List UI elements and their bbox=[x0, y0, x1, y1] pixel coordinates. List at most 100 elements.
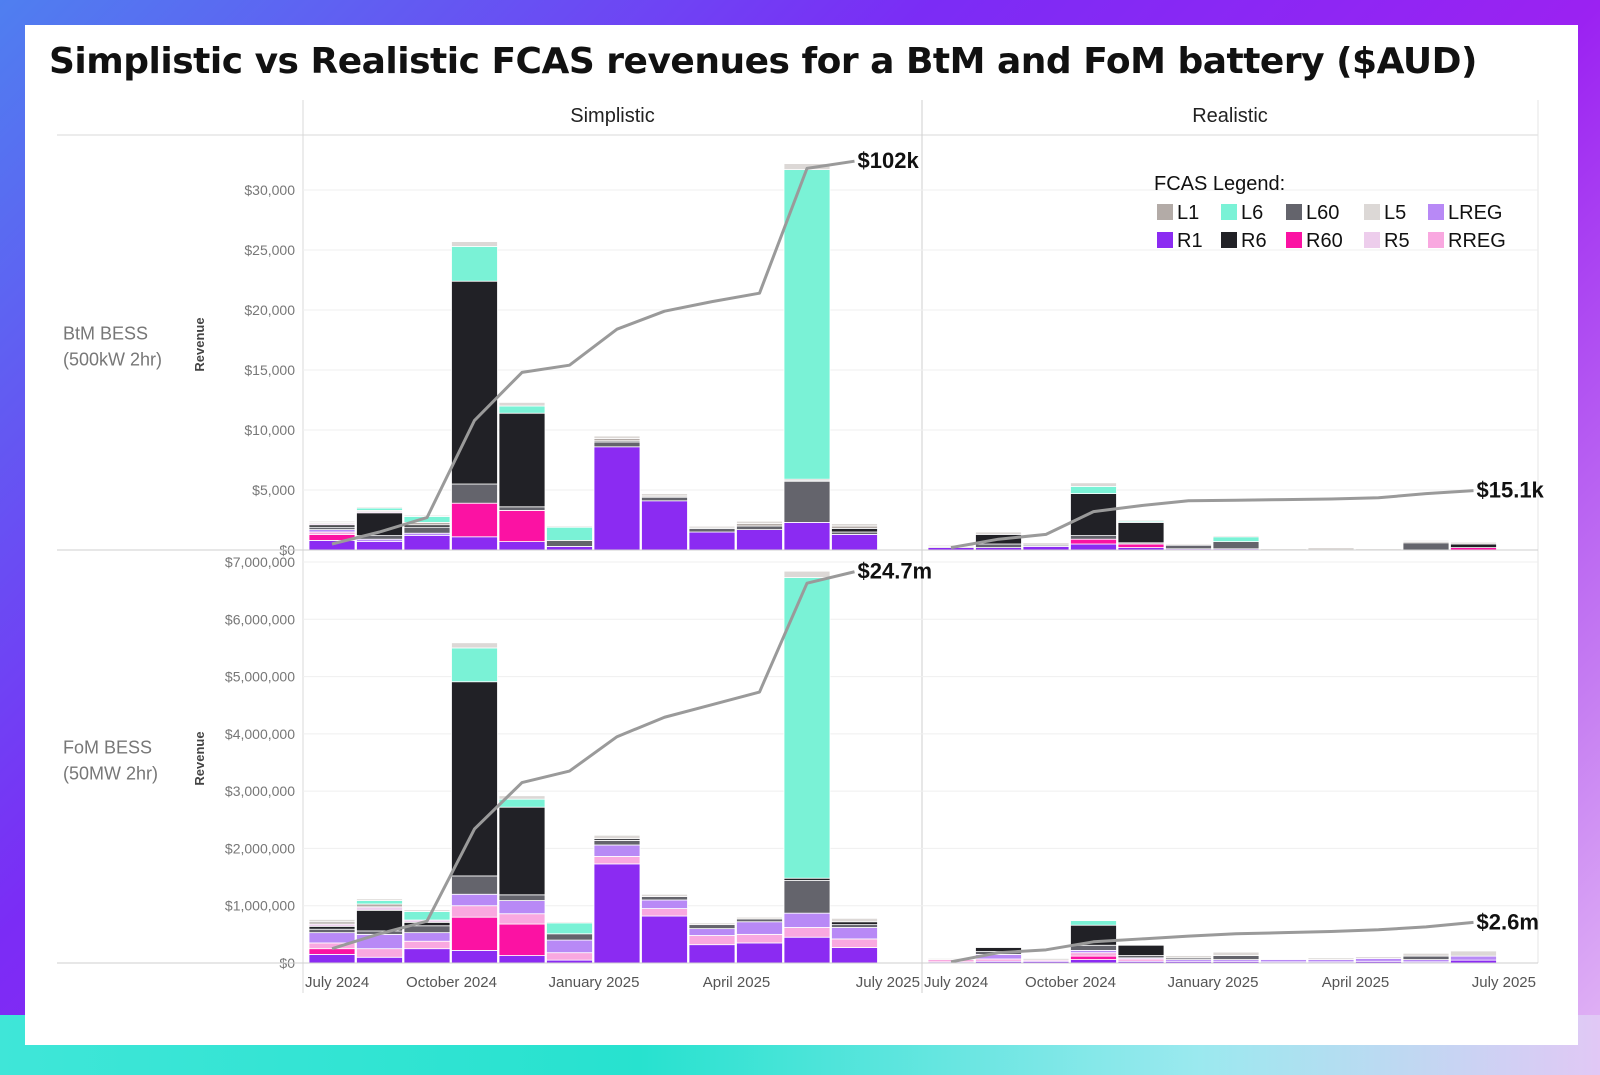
bar-segment-lreg bbox=[736, 921, 783, 935]
bar-segment-r1 bbox=[356, 956, 403, 964]
row-label-sub: (50MW 2hr) bbox=[63, 764, 158, 784]
bar-segment-l6 bbox=[1070, 920, 1117, 926]
bar-segment-lreg bbox=[641, 899, 688, 909]
bar-segment-l5 bbox=[593, 834, 641, 840]
bar-segment-r6 bbox=[498, 412, 546, 508]
cumulative-revenue-line bbox=[331, 570, 855, 951]
bar-segment-rreg bbox=[783, 927, 831, 938]
y-tick-label: $15,000 bbox=[244, 362, 295, 378]
bar-segment-rreg bbox=[736, 933, 783, 944]
bar-segment-r1 bbox=[451, 949, 498, 964]
bar-segment-rreg bbox=[451, 905, 498, 918]
bar-segment-l5 bbox=[1165, 543, 1212, 546]
legend-label-l60: L60 bbox=[1306, 202, 1339, 224]
bar-segment-l60 bbox=[546, 540, 593, 547]
row-label-sub: (500kW 2hr) bbox=[63, 350, 162, 370]
bar-segment-l60 bbox=[783, 880, 831, 914]
legend-swatch-rreg bbox=[1428, 232, 1444, 248]
bar-segment-r6 bbox=[498, 806, 546, 896]
bar-segment-l5 bbox=[641, 893, 688, 897]
bar-segment-lreg bbox=[498, 900, 546, 915]
bar-segment-r1 bbox=[451, 536, 498, 551]
y-tick-label: $3,000,000 bbox=[225, 783, 295, 799]
y-tick-label: $10,000 bbox=[244, 422, 295, 438]
y-tick-label: $30,000 bbox=[244, 182, 295, 198]
bar-segment-l60 bbox=[1212, 541, 1260, 550]
bar-segment-lreg bbox=[1355, 958, 1402, 962]
bar-segment-r1 bbox=[593, 863, 641, 964]
bar-segment-l5 bbox=[1165, 955, 1212, 959]
bar-segment-l6 bbox=[356, 900, 403, 905]
bar-segment-r6 bbox=[356, 909, 403, 932]
bar-segment-r60 bbox=[498, 923, 546, 956]
bar-segment-l60 bbox=[783, 481, 831, 523]
y-tick-label: $2,000,000 bbox=[225, 840, 295, 856]
bar-segment-r60 bbox=[1070, 538, 1117, 545]
legend-swatch-l60 bbox=[1286, 204, 1302, 220]
bar-segment-l5 bbox=[831, 917, 878, 923]
bar-segment-l5 bbox=[403, 909, 451, 912]
bar-segment-l5 bbox=[736, 916, 783, 920]
legend-label-l6: L6 bbox=[1241, 202, 1263, 224]
bar-segment-l5 bbox=[546, 525, 593, 528]
chart-card: Simplistic vs Realistic FCAS revenues fo… bbox=[25, 25, 1578, 1045]
bar-segment-lreg bbox=[831, 927, 878, 940]
y-tick-label: $7,000,000 bbox=[225, 554, 295, 570]
bar-segment-r1 bbox=[498, 955, 546, 964]
bar-segment-l5 bbox=[783, 570, 831, 578]
bar-segment-l5 bbox=[927, 958, 975, 960]
bar-segment-r6 bbox=[451, 681, 498, 877]
bar-segment-r6 bbox=[1450, 543, 1497, 548]
bar-segment-l5 bbox=[356, 506, 403, 509]
total-label: $2.6m bbox=[1477, 909, 1539, 934]
legend-title: FCAS Legend: bbox=[1154, 173, 1285, 195]
y-axis-title: Revenue bbox=[192, 731, 207, 785]
bar-segment-r5 bbox=[356, 906, 403, 911]
legend-label-l5: L5 bbox=[1384, 202, 1406, 224]
bar-segment-r1 bbox=[546, 546, 593, 551]
bar-segment-l60 bbox=[736, 525, 783, 530]
legend-label-l1: L1 bbox=[1177, 202, 1199, 224]
legend-swatch-l1 bbox=[1157, 204, 1173, 220]
bar-segment-l5 bbox=[975, 531, 1022, 535]
bar-segment-l60 bbox=[546, 933, 593, 941]
bar-segment-lreg bbox=[403, 932, 451, 942]
total-label: $102k bbox=[858, 148, 920, 173]
legend-label-r6: R6 bbox=[1241, 230, 1267, 252]
x-tick-label: January 2025 bbox=[549, 974, 640, 991]
bar-segment-r1 bbox=[641, 500, 688, 551]
bar-segment-l60 bbox=[1070, 535, 1117, 540]
bar-segment-r1 bbox=[783, 936, 831, 964]
bar-segment-l60 bbox=[451, 875, 498, 895]
y-tick-label: $1,000,000 bbox=[225, 898, 295, 914]
bar-segment-r1 bbox=[308, 540, 356, 551]
bar-segment-l60 bbox=[975, 543, 1022, 548]
x-tick-label: July 2024 bbox=[305, 974, 369, 991]
bar-segment-r1 bbox=[593, 446, 641, 551]
bar-segment-r60 bbox=[498, 509, 546, 542]
bar-segment-r1 bbox=[356, 541, 403, 551]
column-header-realistic: Realistic bbox=[1192, 105, 1268, 127]
bar-segment-r60 bbox=[451, 916, 498, 951]
bar-segment-lreg bbox=[356, 933, 403, 950]
bar-segment-rreg bbox=[356, 948, 403, 958]
bar-segment-r1 bbox=[688, 944, 736, 964]
y-tick-label: $5,000 bbox=[252, 482, 295, 498]
bar-segment-l5 bbox=[641, 493, 688, 497]
bar-segment-l5 bbox=[593, 435, 641, 439]
bar-segment-r1 bbox=[736, 529, 783, 551]
bar-segment-l60 bbox=[641, 896, 688, 901]
x-tick-label: October 2024 bbox=[406, 974, 497, 991]
bar-segment-r60 bbox=[1117, 543, 1165, 548]
bar-segment-l5 bbox=[1402, 540, 1450, 543]
y-tick-label: $25,000 bbox=[244, 242, 295, 258]
legend-swatch-r5 bbox=[1364, 232, 1380, 248]
bar-segment-l60 bbox=[831, 924, 878, 928]
x-tick-label: July 2025 bbox=[1472, 974, 1536, 991]
x-tick-label: October 2024 bbox=[1025, 974, 1116, 991]
bar-segment-rreg bbox=[593, 856, 641, 865]
bar-segment-r1 bbox=[641, 915, 688, 964]
bar-segment-l5 bbox=[498, 401, 546, 407]
bar-segment-l6 bbox=[1212, 536, 1260, 542]
legend-swatch-lreg bbox=[1428, 204, 1444, 220]
